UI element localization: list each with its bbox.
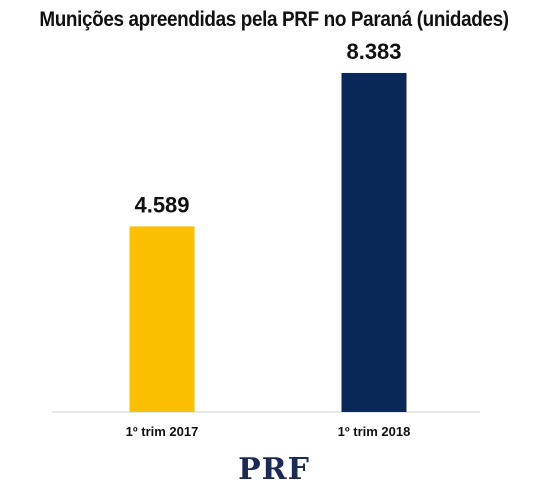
x-tick-label-0: 1º trim 2017 xyxy=(126,424,199,439)
bar-1 xyxy=(341,72,407,412)
chart-title: Munições apreendidas pela PRF no Paraná … xyxy=(39,8,509,31)
data-label-1: 8.383 xyxy=(346,39,401,64)
bar-0 xyxy=(129,226,195,412)
x-tick-label-1: 1º trim 2018 xyxy=(338,424,411,439)
prf-logo: PRF xyxy=(238,452,310,487)
data-label-0: 4.589 xyxy=(134,192,189,217)
